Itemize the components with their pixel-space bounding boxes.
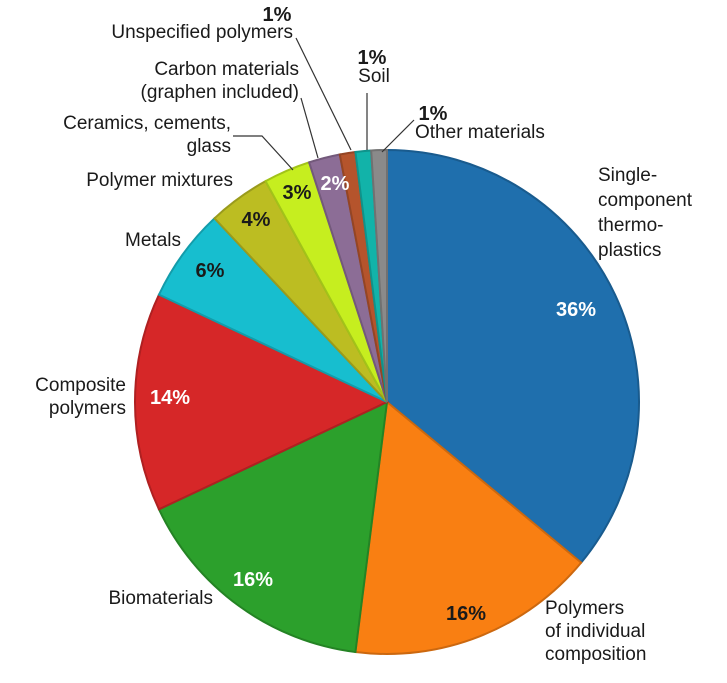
category-label-line: Polymer mixtures [86,170,233,191]
category-label-line: Soil [358,66,390,87]
pct-label-7: 2% [321,173,350,195]
pie-slice-2 [157,400,389,654]
category-label-line: Composite [35,375,126,396]
pct-label-8: 1% [263,4,292,26]
leader-line-6 [233,135,294,171]
category-label-line: Polymers [545,598,624,619]
category-label-line: polymers [49,398,126,419]
pct-label-10: 1% [419,103,448,125]
category-label-line: Carbon materials [154,59,299,80]
category-label-6: Ceramics, cements, glass [63,113,231,157]
pct-label-1: 16% [446,603,486,625]
category-label-line: Unspecified polymers [111,22,293,43]
percentage-labels: 36% 16% 16% 14% 6% 4% 3% 2% 1% 1% 1% [150,4,596,625]
pie-slice-3 [134,293,390,511]
leader-line-7 [300,97,319,159]
category-labels: Single-component thermo-plastics Polymers o… [35,22,693,665]
pie-slices [134,148,640,655]
pct-label-9: 1% [358,47,387,69]
category-label-line: (graphen included) [141,82,299,103]
leader-line-10 [381,119,415,153]
category-label-3: Composite polymers [35,375,126,419]
category-label-1: Polymers of individual composition [545,598,646,665]
category-label-0: Single-component thermo-plastics [598,165,693,261]
category-label-9: Soil [358,66,390,87]
category-label-line: plastics [598,240,661,261]
category-label-line: component [598,190,693,211]
pie-slice-0 [386,148,640,565]
pct-label-2: 16% [233,569,273,591]
pct-label-4: 6% [196,260,225,282]
pie-slice-1 [354,400,583,655]
pct-label-5: 4% [242,209,271,231]
pct-label-3: 14% [150,387,190,409]
leader-lines [233,37,415,171]
category-label-2: Biomaterials [108,588,213,609]
category-label-line: Ceramics, cements, [63,113,231,134]
category-label-line: glass [187,136,231,157]
category-label-10: Other materials [415,122,545,143]
category-label-8: Unspecified polymers [111,22,293,43]
category-label-line: Single- [598,165,657,186]
category-label-7: Carbon materials (graphen included) [141,59,299,103]
leader-line-8 [295,37,352,151]
category-label-line: Metals [125,230,181,251]
category-label-line: composition [545,644,646,665]
pct-label-0: 36% [556,299,596,321]
category-label-line: Biomaterials [108,588,213,609]
pie-slice-10 [370,148,388,403]
category-label-line: of individual [545,621,645,642]
category-label-5: Polymer mixtures [86,170,233,191]
category-label-line: Other materials [415,122,545,143]
category-label-4: Metals [125,230,181,251]
category-label-line: thermo- [598,215,663,236]
pct-label-6: 3% [283,182,312,204]
